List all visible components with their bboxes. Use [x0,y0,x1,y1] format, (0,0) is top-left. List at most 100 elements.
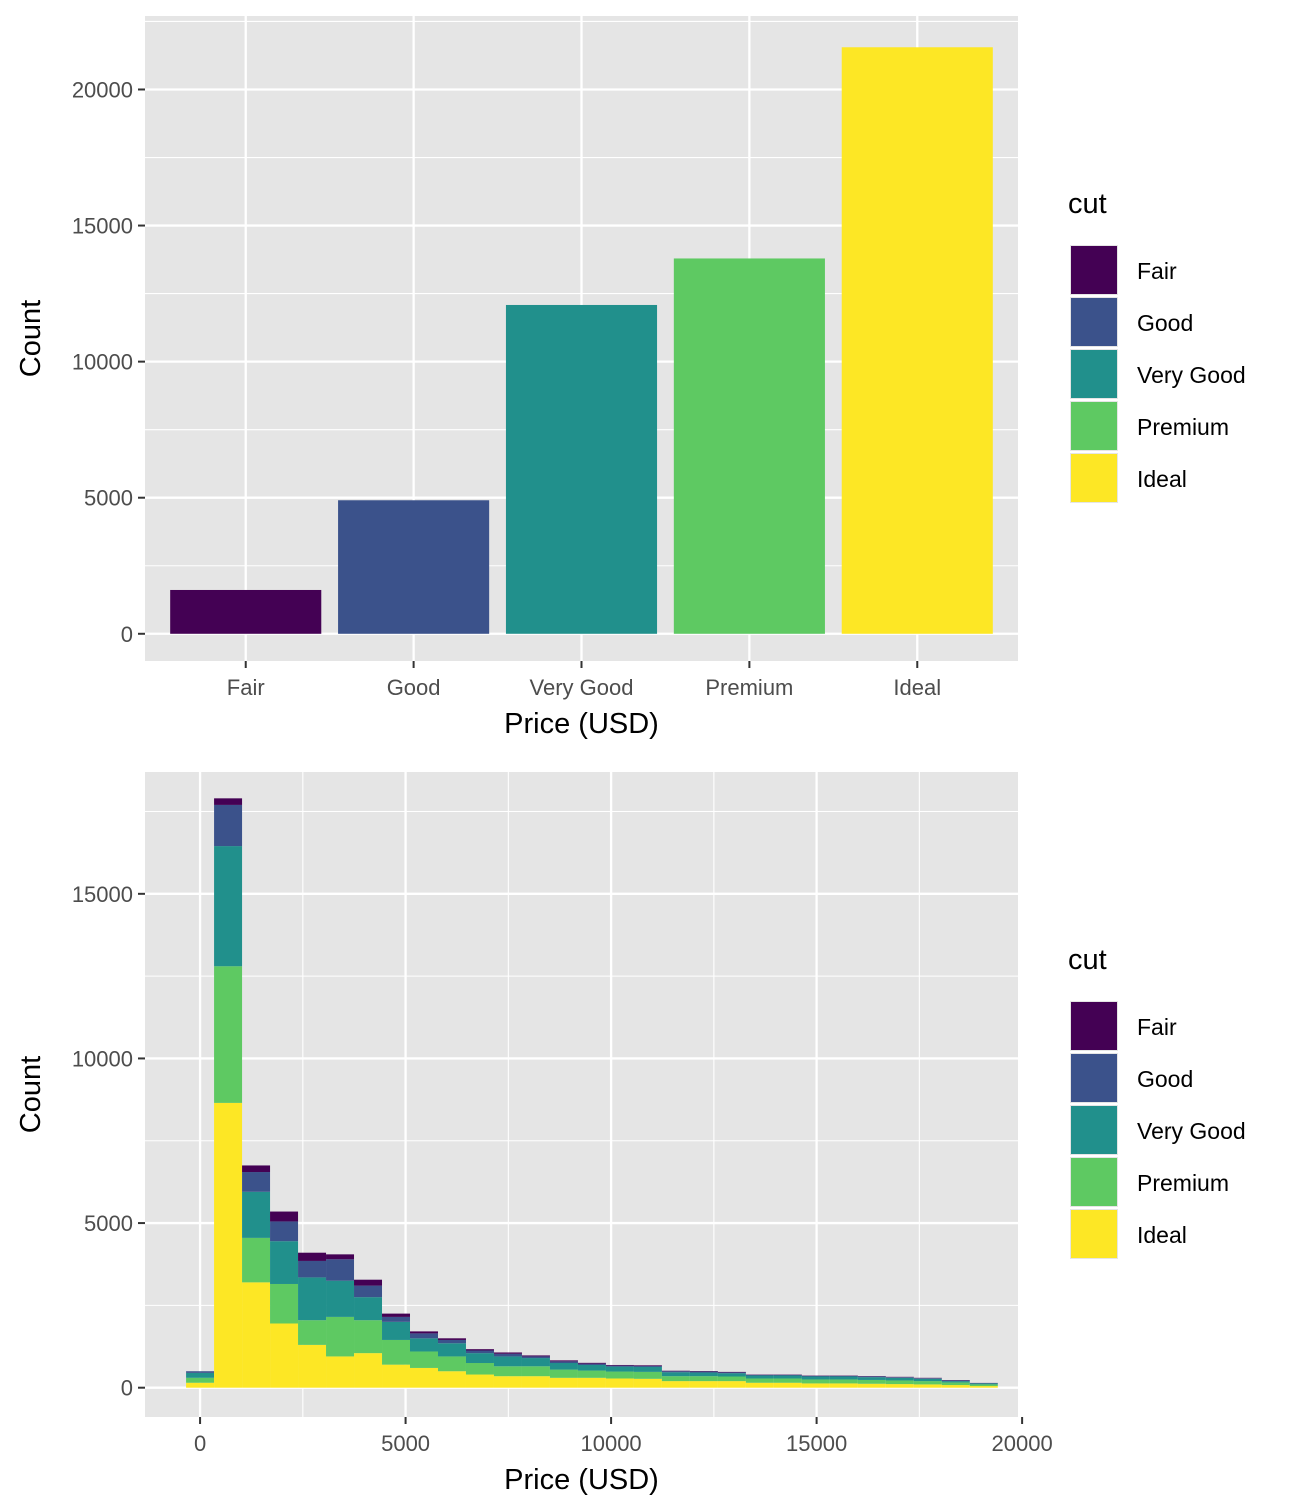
histogram-bar-good [354,1285,383,1298]
histogram-bar-very-good [773,1375,802,1379]
histogram-bar-premium [521,1366,550,1377]
histogram-bar-premium [829,1379,858,1384]
histogram-bar-very-good [941,1381,970,1383]
histogram-bar-good [549,1361,578,1364]
x-tick-label: Premium [705,675,793,700]
histogram-bar-good [242,1172,271,1192]
histogram-bar-ideal [689,1381,718,1388]
histogram-bar-very-good [913,1378,942,1382]
histogram-bar-good [717,1372,746,1374]
histogram-bar-premium [298,1320,327,1345]
legend-label: Ideal [1137,466,1187,492]
y-tick-label: 15000 [72,214,133,239]
histogram-bar-ideal [633,1378,662,1388]
cut-count-bar-chart: 0 5000 10000 15000 20000 Fair Good Very Good Pre… [15,16,1246,740]
histogram-bar-ideal [913,1384,942,1388]
histogram-bar-ideal [605,1378,634,1388]
histogram-bar-good [493,1353,522,1357]
x-tick-label: 0 [194,1431,206,1456]
histogram-bar-ideal [270,1323,299,1388]
histogram-bar-fair [326,1254,355,1260]
bar-ideal [841,47,993,634]
histogram-bar-good [913,1378,942,1379]
histogram-bar-good [521,1356,550,1359]
x-tick-label: Very Good [530,675,634,700]
histogram-bar-ideal [465,1374,494,1388]
histogram-bar-fair [354,1279,383,1286]
histogram-bar-premium [605,1371,634,1379]
histogram-bar-very-good [242,1191,271,1238]
histogram-bar-very-good [354,1297,383,1321]
histogram-bar-ideal [410,1367,438,1388]
histogram-bar-ideal [857,1383,886,1388]
legend: cut Fair Good Very Good Premium Ideal [1068,944,1246,1259]
histogram-bar-good [465,1350,494,1354]
histogram-bar-good [941,1380,970,1382]
histogram-bar-ideal [661,1381,690,1388]
histogram-bar-fair [410,1331,438,1334]
y-tick-label: 0 [121,622,133,647]
x-tick-label: 15000 [786,1431,847,1456]
histogram-bar-good [661,1371,690,1373]
histogram-bar-premium [382,1339,411,1365]
histogram-bar-ideal [773,1382,802,1388]
legend-label: Good [1137,1066,1193,1092]
histogram-bar-fair [633,1365,662,1366]
histogram-bar-fair [465,1349,494,1351]
histogram-bar-premium [773,1378,802,1383]
histogram-bar-good [605,1365,634,1367]
histogram-bar-very-good [745,1375,774,1379]
histogram-bar-premium [801,1379,830,1384]
histogram-bar-good [745,1374,774,1376]
histogram-bar-very-good [717,1373,746,1377]
legend-swatch [1071,1158,1117,1206]
histogram-bar-premium [717,1376,746,1382]
legend-swatch [1071,1002,1117,1050]
histogram-bar-ideal [521,1376,550,1388]
x-tick-label: 5000 [381,1431,430,1456]
histogram-bar-premium [661,1376,690,1382]
histogram-bar-premium [326,1316,355,1357]
histogram-bar-good [801,1375,830,1377]
histogram-bar-ideal [493,1376,522,1388]
histogram-bar-good [689,1371,718,1373]
histogram-bar-fair [521,1355,550,1357]
legend-swatch [1071,454,1117,502]
x-tick-label: Fair [227,675,265,700]
histogram-bar-premium [214,966,243,1103]
histogram-bar-premium [242,1237,271,1283]
histogram-bar-good [214,804,243,847]
histogram-bar-ideal [382,1364,411,1388]
legend-title: cut [1068,944,1107,976]
histogram-bar-good [829,1375,858,1377]
histogram-bar-fair [270,1211,299,1222]
histogram-bar-ideal [745,1382,774,1388]
histogram-bar-premium [465,1363,494,1375]
histogram-bar-premium [186,1377,215,1383]
y-axis-title: Count [15,300,47,377]
histogram-bar-ideal [242,1282,271,1388]
histogram-bar-premium [885,1380,914,1385]
histogram-bar-very-good [298,1277,327,1321]
histogram-bar-premium [969,1384,998,1387]
legend-label: Good [1137,310,1193,336]
legend-label: Fair [1137,1014,1177,1040]
x-axis-title: Price (USD) [504,708,659,740]
histogram-bar-very-good [577,1364,606,1371]
legend-swatch [1071,350,1117,398]
histogram-bar-fair [382,1313,411,1317]
histogram-bar-fair [493,1352,522,1354]
histogram-bar-good [885,1377,914,1378]
histogram-bar-good [410,1333,438,1339]
histogram-bar-ideal [941,1385,970,1388]
price-histogram-chart: 0 5000 10000 15000 0 5000 10000 15000 20000 Price… [15,772,1246,1496]
legend-label: Very Good [1137,362,1246,388]
legend-swatch [1071,1106,1117,1154]
histogram-bar-good [326,1259,355,1281]
histogram-bar-fair [577,1362,606,1364]
histogram-bar-very-good [969,1383,998,1385]
histogram-bar-good [382,1316,411,1322]
histogram-bar-very-good [326,1280,355,1317]
histogram-bar-ideal [437,1371,466,1388]
histogram-bar-premium [549,1369,578,1378]
